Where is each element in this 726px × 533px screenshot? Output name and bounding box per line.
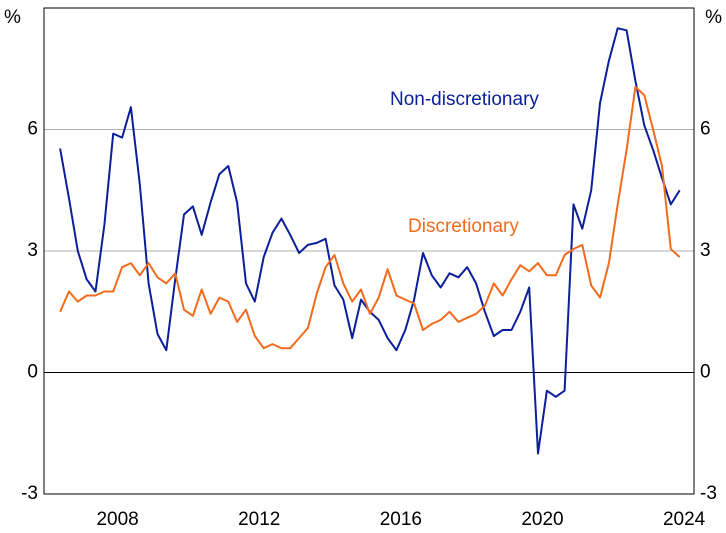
y-tick-label: 6	[27, 119, 38, 140]
y-unit-right: %	[705, 7, 722, 28]
series-line	[59, 86, 681, 350]
annotation: Non-discretionary	[390, 89, 539, 110]
y2-tick-label: -3	[700, 483, 717, 504]
x-tick-label: 2024	[663, 509, 706, 530]
x-tick-label: 2012	[238, 509, 280, 530]
plot-frame	[43, 7, 695, 495]
y2-tick-label: 6	[700, 119, 711, 140]
y-unit-left: %	[4, 7, 21, 28]
x-tick-label: 2016	[380, 509, 422, 530]
annotation: Discretionary	[408, 216, 519, 237]
series-line	[59, 27, 681, 455]
y-tick-label: -3	[21, 483, 38, 504]
x-tick-label: 2020	[521, 509, 563, 530]
y-tick-label: 3	[27, 240, 38, 261]
y2-tick-label: 3	[700, 240, 711, 261]
y2-tick-label: 0	[700, 362, 711, 383]
y-tick-label: 0	[27, 362, 38, 383]
x-tick-label: 2008	[96, 509, 138, 530]
